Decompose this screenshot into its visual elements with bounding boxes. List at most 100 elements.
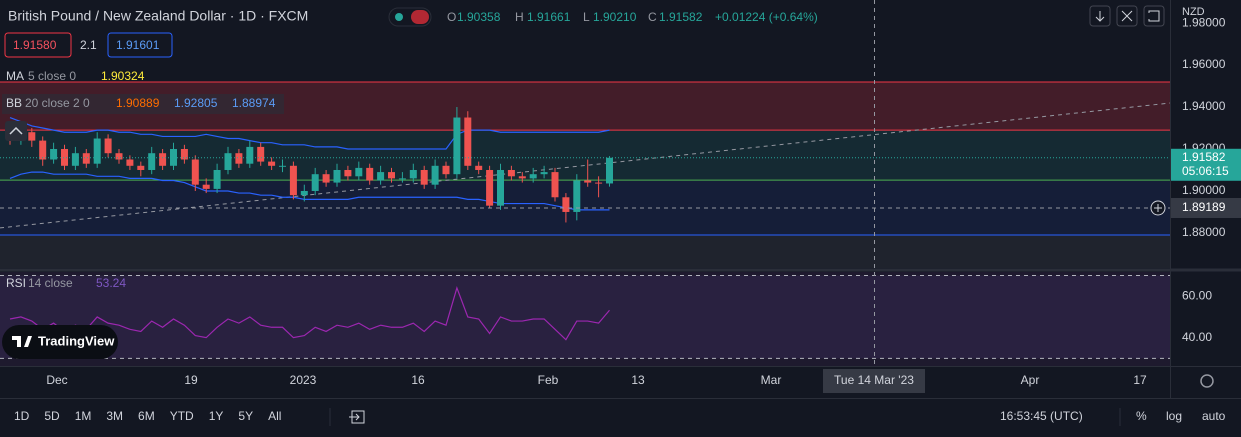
indicator-value: 1.88974 xyxy=(232,96,276,110)
scroll-button[interactable] xyxy=(1089,5,1111,27)
candle-body xyxy=(551,172,559,198)
percent-toggle[interactable]: % xyxy=(1136,409,1147,423)
candle-body xyxy=(289,165,297,196)
ohlc-value: 1.91661 xyxy=(527,10,571,24)
candle-body xyxy=(71,153,79,166)
rsi-band xyxy=(0,275,1170,359)
candle-body xyxy=(486,169,494,206)
price-pane xyxy=(0,81,1170,268)
status-pill[interactable] xyxy=(388,7,432,27)
overlay: British Pound / New Zealand Dollar · 1D … xyxy=(0,5,1241,426)
status-toggle[interactable] xyxy=(411,10,429,24)
range-button[interactable]: 1D xyxy=(14,409,30,423)
candle-body xyxy=(573,180,581,212)
candle-body xyxy=(322,174,330,183)
candle-body xyxy=(507,169,515,177)
indicator-value: 1.92805 xyxy=(174,96,218,110)
candle-body xyxy=(333,169,341,183)
candle-body xyxy=(388,172,395,179)
collapse-icon xyxy=(9,126,23,135)
candle-body xyxy=(39,140,47,160)
candle-body xyxy=(82,153,90,164)
x-tick-label: 13 xyxy=(631,373,645,387)
range-button[interactable]: 6M xyxy=(138,409,155,423)
range-button[interactable]: 1M xyxy=(75,409,92,423)
candle-body xyxy=(257,146,265,162)
range-button[interactable]: 5D xyxy=(44,409,60,423)
range-button[interactable]: 3M xyxy=(106,409,123,423)
candle-body xyxy=(93,138,101,164)
candle-body xyxy=(159,153,167,166)
logo-badge[interactable] xyxy=(2,325,118,359)
candle-body xyxy=(464,117,472,166)
screenshot-button[interactable] xyxy=(1143,5,1165,27)
logo-text: TradingView xyxy=(38,333,115,348)
buy-button[interactable] xyxy=(107,32,173,58)
x-tick-label: Dec xyxy=(46,373,67,387)
auto-toggle[interactable]: auto xyxy=(1202,409,1226,423)
collapse-button[interactable] xyxy=(5,121,27,141)
y-tick-label: 1.98000 xyxy=(1182,15,1226,29)
symbol-title: British Pound / New Zealand Dollar · 1D … xyxy=(8,8,308,24)
candle-body xyxy=(497,169,504,206)
rsi-background xyxy=(0,272,1170,366)
x-tick-label: 19 xyxy=(184,373,198,387)
legend-hover xyxy=(2,94,284,114)
ohlc-value: 1.90210 xyxy=(593,10,637,24)
indicator-name: BB xyxy=(6,96,22,110)
bid: 1.91580 xyxy=(13,38,57,52)
candle-body xyxy=(115,153,123,160)
logo-icon xyxy=(12,336,32,347)
indicator-value: 53.24 xyxy=(96,276,126,290)
candle-body xyxy=(475,165,483,170)
x-tick-label: 16 xyxy=(411,373,425,387)
log-toggle[interactable]: log xyxy=(1166,409,1182,423)
candle-body xyxy=(442,165,450,175)
indicator-value: 1.90889 xyxy=(116,96,160,110)
candle-body xyxy=(61,149,68,166)
range-button[interactable]: 5Y xyxy=(238,409,253,423)
candle-body xyxy=(202,184,210,189)
range-button[interactable]: 1Y xyxy=(209,409,224,423)
indicator-params: 5 close 0 xyxy=(28,69,76,83)
currency[interactable]: NZD xyxy=(1182,6,1205,18)
candle-body xyxy=(268,161,276,166)
candle-body xyxy=(224,153,232,170)
candle-body xyxy=(518,176,526,179)
candle-body xyxy=(420,169,428,185)
settings-icon[interactable] xyxy=(1200,374,1214,388)
rsi-line xyxy=(9,286,610,341)
button-icons xyxy=(1095,10,1160,22)
rsi-tick-label: 40.00 xyxy=(1182,330,1212,344)
zone-gray xyxy=(0,235,1170,268)
x-tick-label: Apr xyxy=(1021,373,1040,387)
candle-body xyxy=(377,172,385,181)
range-button[interactable]: All xyxy=(268,409,281,423)
sell-button[interactable] xyxy=(4,32,72,58)
ask: 1.91601 xyxy=(116,38,160,52)
candle-body xyxy=(104,138,112,154)
range-button[interactable]: YTD xyxy=(170,409,194,423)
x-tick-label: Feb xyxy=(538,373,559,387)
candle-body xyxy=(279,165,286,167)
rsi-pane xyxy=(0,275,1170,359)
crosshair-date-label: Tue 14 Mar '23 xyxy=(834,373,914,387)
goto-date-icon[interactable] xyxy=(349,410,365,424)
maximize-button[interactable] xyxy=(1116,5,1138,27)
spread: 2.1 xyxy=(80,38,97,52)
candle-body xyxy=(562,197,570,212)
candle-body xyxy=(409,169,417,179)
candle-body xyxy=(453,117,461,175)
candle-body xyxy=(431,165,439,185)
candle-body xyxy=(191,159,199,185)
indicator-name: MA xyxy=(6,69,24,83)
y-tick-label: 1.94000 xyxy=(1182,99,1226,113)
countdown: 05:06:15 xyxy=(1182,164,1229,178)
candle-body xyxy=(126,159,134,166)
clock[interactable]: 16:53:45 (UTC) xyxy=(1000,409,1083,423)
x-tick-label: 2023 xyxy=(290,373,317,387)
candle-body xyxy=(311,174,319,191)
ohlc-value: 1.91582 xyxy=(659,10,703,24)
last-price-label: 1.91582 xyxy=(1182,150,1226,164)
